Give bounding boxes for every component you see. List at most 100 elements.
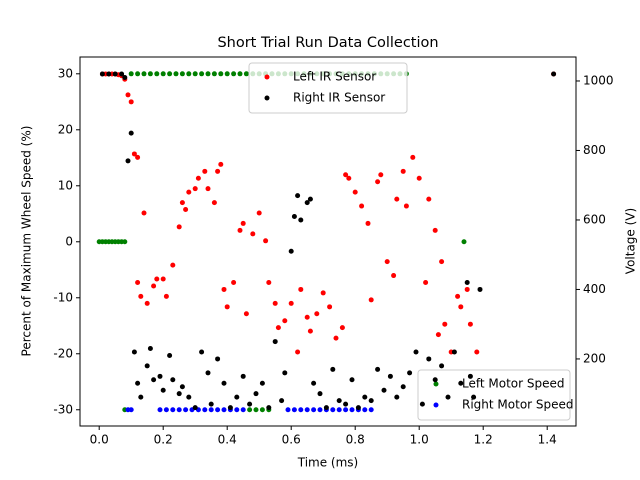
point xyxy=(445,394,451,400)
point xyxy=(218,71,224,77)
y2-tick-label: 600 xyxy=(583,212,606,226)
point xyxy=(330,366,336,372)
point xyxy=(131,349,137,355)
point xyxy=(144,300,150,306)
point xyxy=(253,407,259,413)
point xyxy=(330,407,336,413)
point xyxy=(343,172,349,178)
point xyxy=(314,311,320,317)
point xyxy=(205,71,211,77)
legend-marker xyxy=(433,402,439,408)
point xyxy=(231,71,237,77)
point xyxy=(202,407,208,413)
point xyxy=(378,172,384,178)
point xyxy=(176,407,182,413)
point xyxy=(266,405,272,411)
point xyxy=(234,394,240,400)
point xyxy=(151,283,157,289)
point xyxy=(298,407,304,413)
point xyxy=(141,210,147,216)
point xyxy=(215,168,221,174)
point xyxy=(407,370,413,376)
point xyxy=(474,349,480,355)
point xyxy=(272,339,278,345)
point xyxy=(291,213,297,219)
point xyxy=(355,405,361,411)
point xyxy=(170,262,176,268)
point xyxy=(467,321,473,327)
point xyxy=(141,71,147,77)
point xyxy=(99,71,105,77)
y-tick-label: 0 xyxy=(65,234,73,248)
x-tick-label: 0.8 xyxy=(346,433,365,447)
point xyxy=(317,391,323,397)
point xyxy=(192,186,198,192)
point xyxy=(125,92,131,98)
point xyxy=(307,328,313,334)
point xyxy=(311,380,317,386)
point xyxy=(455,293,461,299)
point xyxy=(192,405,198,411)
point xyxy=(282,318,288,324)
point xyxy=(352,189,358,195)
point xyxy=(221,407,227,413)
point xyxy=(167,71,173,77)
point xyxy=(359,203,365,209)
y-tick-label: -30 xyxy=(53,402,73,416)
point xyxy=(176,224,182,230)
point xyxy=(320,290,326,296)
point xyxy=(288,248,294,254)
point xyxy=(333,335,339,341)
point xyxy=(259,407,265,413)
point xyxy=(285,407,291,413)
point xyxy=(467,373,473,379)
point xyxy=(311,407,317,413)
point xyxy=(400,384,406,390)
point xyxy=(125,158,131,164)
point xyxy=(122,75,128,80)
point xyxy=(186,394,192,400)
point xyxy=(394,196,400,202)
point xyxy=(291,407,297,413)
point xyxy=(157,407,163,413)
point xyxy=(426,356,432,362)
legend-label: Left Motor Speed xyxy=(462,377,565,391)
point xyxy=(464,280,470,285)
point xyxy=(128,130,134,136)
point xyxy=(179,384,185,390)
point xyxy=(147,346,153,352)
point xyxy=(272,300,278,306)
y-tick-label: -10 xyxy=(53,290,73,304)
point xyxy=(253,391,259,397)
point xyxy=(307,196,313,202)
point xyxy=(170,407,176,413)
point xyxy=(224,304,230,310)
point xyxy=(551,71,557,77)
point xyxy=(259,380,265,386)
point xyxy=(147,71,153,77)
point xyxy=(131,151,137,157)
point xyxy=(336,398,342,404)
point xyxy=(343,401,349,407)
point xyxy=(138,394,144,400)
y2-tick-label: 800 xyxy=(583,143,606,157)
point xyxy=(439,259,445,265)
x-tick-label: 1.2 xyxy=(474,433,493,447)
x-axis-label: Time (ms) xyxy=(297,456,359,470)
point xyxy=(362,394,368,400)
point xyxy=(432,227,438,233)
point xyxy=(461,239,467,245)
point xyxy=(138,293,144,299)
point xyxy=(349,407,355,413)
point xyxy=(240,373,246,379)
point xyxy=(215,407,221,413)
point xyxy=(368,297,374,303)
point xyxy=(157,373,163,379)
point xyxy=(215,356,221,362)
point xyxy=(173,71,179,77)
point xyxy=(288,300,294,306)
y2-tick-label: 1000 xyxy=(583,73,614,87)
point xyxy=(176,391,182,397)
legend-label: Right Motor Speed xyxy=(462,398,574,412)
legend-marker xyxy=(433,381,439,387)
